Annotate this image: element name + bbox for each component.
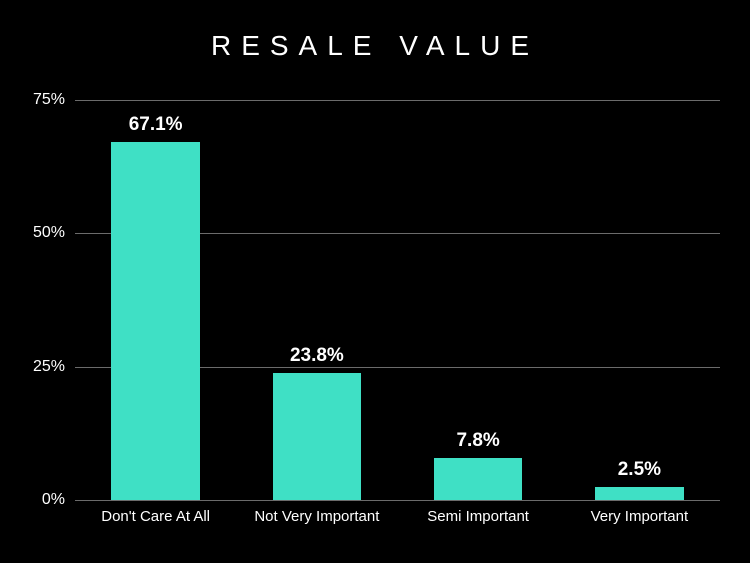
x-tick-label: Very Important [591,508,689,525]
bar-value-label: 67.1% [129,114,183,136]
y-tick-label: 25% [33,358,75,376]
bar: 7.8% [434,458,523,500]
plot-area: 0%25%50%75%67.1%Don't Care At All23.8%No… [75,100,720,500]
bar-group: 2.5%Very Important [559,100,720,500]
y-tick-label: 75% [33,91,75,109]
x-tick-label: Don't Care At All [101,508,210,525]
gridline [75,500,720,501]
bar-group: 67.1%Don't Care At All [75,100,236,500]
chart-title: RESALE VALUE [0,30,750,62]
bar-value-label: 23.8% [290,345,344,367]
bar: 2.5% [595,487,684,500]
bar-group: 7.8%Semi Important [398,100,559,500]
x-tick-label: Semi Important [427,508,529,525]
x-tick-label: Not Very Important [254,508,379,525]
chart-stage: RESALE VALUE 0%25%50%75%67.1%Don't Care … [0,0,750,563]
bar-group: 23.8%Not Very Important [236,100,397,500]
y-tick-label: 0% [42,491,75,509]
bar: 23.8% [273,373,362,500]
y-tick-label: 50% [33,224,75,242]
bar-value-label: 2.5% [618,459,661,481]
bar-value-label: 7.8% [456,430,499,452]
bar: 67.1% [111,142,200,500]
